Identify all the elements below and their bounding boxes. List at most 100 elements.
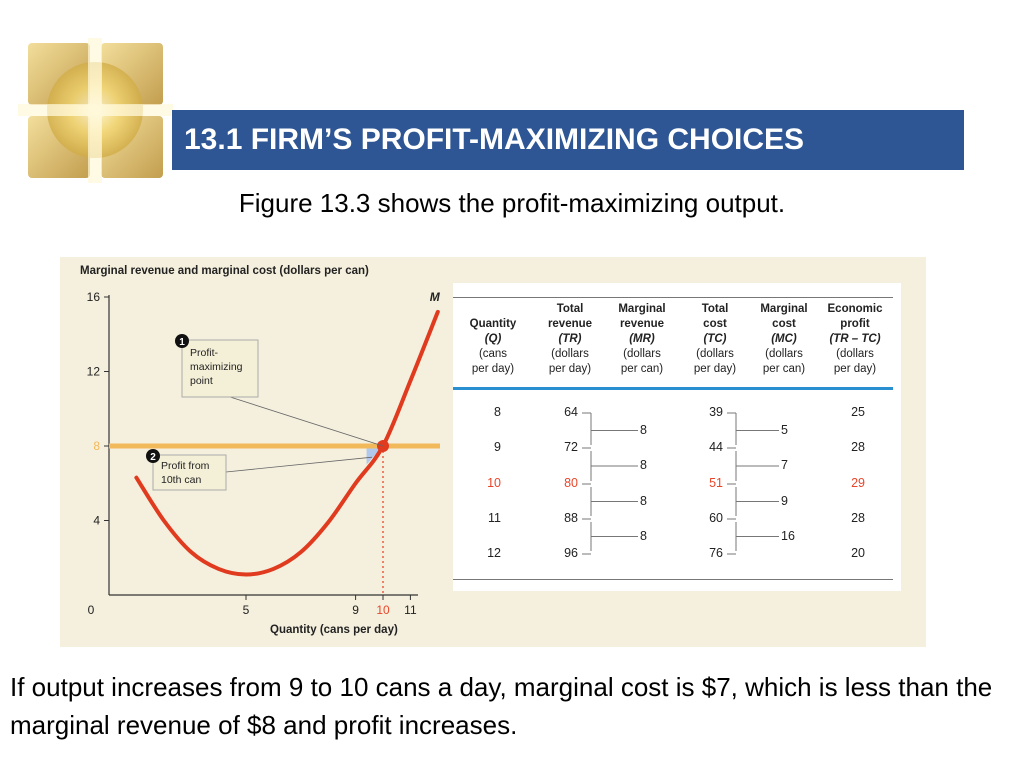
table-header-line: (cans [478, 348, 508, 360]
cell-total-revenue: 80 [564, 476, 578, 490]
table-header-line: per day) [693, 363, 737, 375]
data-table: Quantity (Q) (cans per day) Total revenue (TR)… [453, 283, 901, 591]
x-tick-label: 11 [404, 603, 417, 617]
cell-marginal-revenue: 8 [640, 422, 647, 437]
callout-2-badge [146, 449, 160, 463]
table-header-line: revenue [619, 318, 665, 330]
cell-quantity: 12 [487, 546, 501, 560]
table-header-line: (MC) [771, 333, 797, 345]
table-header-line: profit [840, 318, 870, 330]
y-tick-label: 12 [87, 365, 101, 379]
mc-curve [134, 309, 440, 577]
table-header-5: Economic profit (TR – TC) (dollars per day) [810, 302, 900, 377]
callout-2-number: 2 [150, 452, 156, 463]
cell-quantity: 9 [494, 440, 501, 454]
cell-economic-profit: 28 [851, 440, 865, 454]
callout-1-text: point [190, 375, 213, 387]
explanation-text: If output increases from 9 to 10 cans a … [10, 672, 993, 740]
cell-total-cost: 44 [709, 440, 723, 454]
cell-marginal-cost: 9 [781, 493, 788, 508]
cell-total-revenue: 88 [564, 511, 578, 525]
x-tick-label: 0 [88, 603, 95, 617]
table-header-line: (MR) [629, 333, 655, 345]
mc-label: MC [430, 290, 440, 304]
callout-1-badge [175, 334, 189, 348]
table-header-line: revenue [547, 318, 593, 330]
cell-marginal-revenue: 8 [640, 493, 647, 508]
x-tick-label: 5 [243, 603, 250, 617]
y-axis-label: Marginal revenue and marginal cost (doll… [80, 265, 369, 277]
table-header-line: (TC) [703, 333, 727, 345]
table-header-line: (dollars [623, 348, 661, 360]
callout-2-box [152, 454, 227, 491]
callout-1-leader [226, 395, 384, 447]
cell-total-cost: 60 [709, 511, 723, 525]
table-header-1: Total revenue (TR) (dollars per day) [525, 302, 615, 377]
table-header-line: (dollars [765, 348, 803, 360]
cell-quantity: 8 [494, 405, 501, 419]
table-header-line: (dollars [551, 348, 589, 360]
callout-2-text: Profit from [161, 460, 210, 472]
cell-marginal-revenue: 8 [640, 528, 647, 543]
x-axis-label: Quantity (cans per day) [270, 624, 398, 636]
callout-1-number: 1 [179, 337, 185, 348]
callout-2-leader [225, 456, 373, 473]
cell-marginal-cost: 5 [781, 422, 788, 437]
table-header-rule [453, 387, 893, 390]
table-header-4: Marginal cost (MC) (dollars per can) [739, 302, 829, 377]
table-header-line: Total [701, 303, 729, 315]
callout-1-text: maximizing [190, 361, 243, 373]
table-header-line: per day) [548, 363, 592, 375]
table-header-2: Marginal revenue (MR) (dollars per can) [597, 302, 687, 377]
table-header-line: cost [703, 318, 727, 330]
table-header-line: Total [556, 303, 584, 315]
table-header-line: per can) [762, 363, 806, 375]
slide-title: 13.1 FIRM’S PROFIT-MAXIMIZING CHOICES [172, 110, 964, 170]
callout-2-text: 10th can [161, 474, 201, 486]
x-tick-label: 10 [376, 603, 390, 617]
mr-mc-chart: Marginal revenue and marginal cost (doll… [80, 265, 440, 636]
cell-quantity: 11 [488, 511, 501, 525]
table-header-line: per day) [833, 363, 877, 375]
x-tick-label: 9 [352, 603, 359, 617]
table-header-line: Marginal [760, 303, 808, 315]
cell-economic-profit: 29 [851, 476, 865, 490]
table-header-line: (TR) [558, 333, 582, 345]
table-header-line: Quantity [469, 318, 517, 330]
cell-total-revenue: 96 [564, 546, 578, 560]
profit-area [366, 446, 383, 465]
cell-marginal-cost: 16 [781, 528, 795, 543]
table-header-line: Marginal [618, 303, 666, 315]
table-header-line: Economic [827, 303, 883, 315]
table-header-line: (dollars [696, 348, 734, 360]
table-bottom-rule [453, 579, 893, 580]
cell-total-cost: 76 [709, 546, 723, 560]
table-header-line: cost [772, 318, 796, 330]
callout-1-text: Profit- [190, 347, 219, 359]
y-tick-label: 8 [93, 439, 100, 453]
cell-total-revenue: 64 [564, 405, 578, 419]
table-header-3: Total cost (TC) (dollars per day) [670, 302, 760, 377]
y-tick-label: 4 [93, 514, 100, 528]
table-header-line: (dollars [836, 348, 874, 360]
cell-total-revenue: 72 [564, 440, 578, 454]
y-tick-label: 16 [87, 290, 101, 304]
logo [18, 38, 173, 183]
table-header-line: (TR – TC) [829, 333, 881, 345]
table-top-rule [453, 297, 893, 298]
table-header-line: (Q) [484, 333, 502, 345]
cell-marginal-cost: 7 [781, 458, 788, 472]
cell-quantity: 10 [487, 476, 501, 490]
table-header-0: Quantity (Q) (cans per day) [448, 317, 538, 377]
cell-economic-profit: 28 [851, 511, 865, 525]
table-header-line: per can) [620, 363, 664, 375]
cell-total-cost: 51 [709, 476, 723, 490]
callout-1-box [181, 339, 259, 398]
figure-panel: Marginal revenue and marginal cost (doll… [60, 257, 926, 647]
cell-economic-profit: 25 [851, 405, 865, 419]
cell-total-cost: 39 [709, 405, 723, 419]
slide-subtitle: Figure 13.3 shows the profit-maximizing … [238, 188, 786, 218]
cell-marginal-revenue: 8 [640, 458, 647, 472]
table-header-line: per day) [471, 363, 515, 375]
cell-economic-profit: 20 [851, 546, 865, 560]
